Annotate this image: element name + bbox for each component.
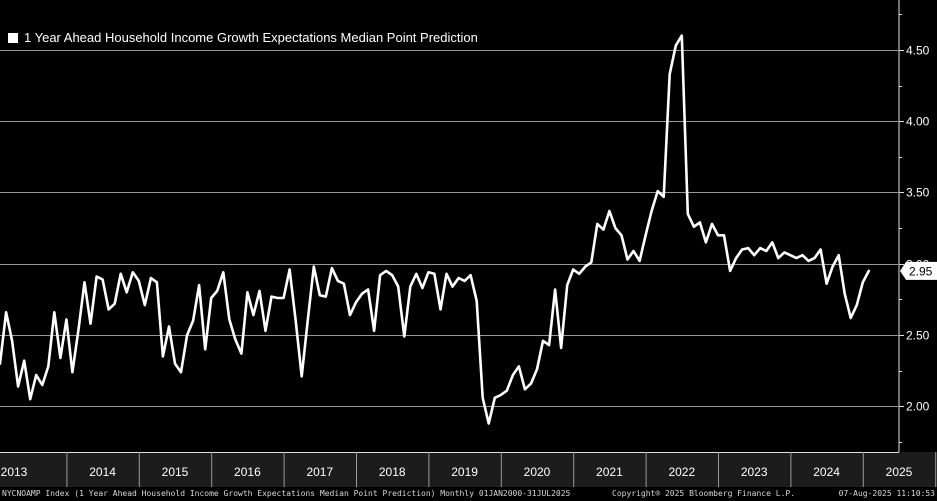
y-tick-label: 4.00 [906,115,930,129]
footer-ticker: NYCNOAMP Index (1 Year Ahead Household I… [2,489,571,498]
x-tick-label: 2014 [89,465,116,479]
last-value-label: 2.95 [909,264,933,278]
x-tick-label: 2018 [379,465,406,479]
legend-swatch-icon [8,32,18,43]
last-value-tag [900,261,937,280]
x-tick-label: 2021 [596,465,623,479]
x-axis-band [0,452,937,487]
x-tick-label: 2019 [451,465,478,479]
y-tick-label: 2.50 [906,329,930,343]
chart-background [0,0,937,487]
x-tick-label: 2015 [162,465,189,479]
y-tick-label: 4.50 [906,44,930,58]
line-chart: 2013 2014 2015 2016 2017 2018 2019 2020 2021 2022… [0,0,937,487]
series-layer [0,34,871,425]
x-tick-label: 2013 [1,465,28,479]
y-axis: 2.002.503.003.504.004.50 [898,0,937,452]
x-tick-label: 2025 [886,465,913,479]
x-axis: 2013 2014 2015 2016 2017 2018 2019 2020 2021 2022… [0,452,937,487]
footer-copyright: Copyright® 2025 Bloomberg Finance L.P. [612,489,796,498]
x-tick-label: 2024 [813,465,840,479]
x-tick-label: 2020 [524,465,551,479]
y-tick-label: 2.00 [906,400,930,414]
series-line [0,34,871,425]
last-value-marker: 2.95 [900,261,937,280]
x-tick-label: 2023 [741,465,768,479]
grid-lines [0,50,898,407]
footer: NYCNOAMP Index (1 Year Ahead Household I… [0,487,937,501]
legend: 1 Year Ahead Household Income Growth Exp… [4,28,484,47]
legend-label: 1 Year Ahead Household Income Growth Exp… [24,30,478,45]
x-tick-label: 2022 [668,465,695,479]
y-axis-band [898,0,937,452]
x-tick-label: 2016 [234,465,261,479]
footer-timestamp: 07-Aug-2025 11:10:53 [838,489,935,498]
y-tick-label: 3.50 [906,186,930,200]
x-tick-label: 2017 [306,465,333,479]
